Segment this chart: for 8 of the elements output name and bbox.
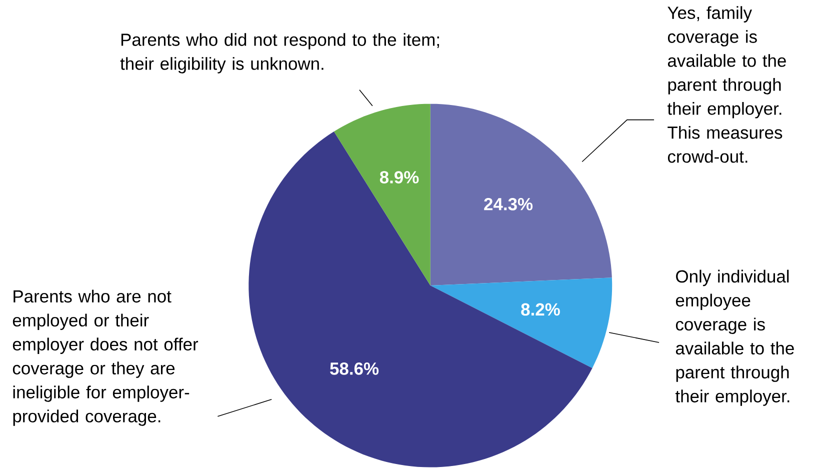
slice-label: Parents who are not employed or their employer does not offer coverage or they are ineligible for employer-provided coverage. [12, 290, 198, 426]
slice-label: Parents who did not respond to the item; their eligibility is unknown. [120, 32, 439, 74]
slice-label: Only individual employee coverage is available to the parent through their employer. [675, 270, 794, 406]
data-label: 58.6% [330, 362, 379, 375]
data-label: 24.3% [484, 198, 533, 210]
data-label: 8.2% [521, 303, 560, 316]
data-label: 8.9% [380, 170, 419, 184]
slice-label: Yes, family coverage is available to the parent through their employer. This measures crowd-out. [667, 6, 786, 163]
